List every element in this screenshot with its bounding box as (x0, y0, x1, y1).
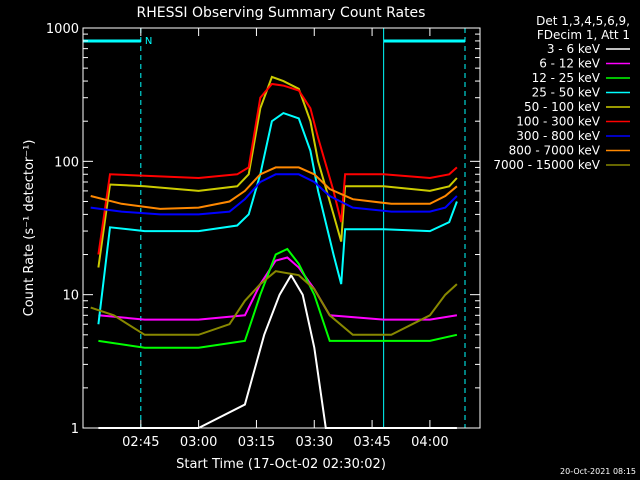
series-line-6 (90, 173, 458, 216)
legend-label-8: 7000 - 15000 keV (493, 158, 600, 172)
series-line-1 (98, 256, 458, 321)
y-tick-label-1: 10 (62, 289, 79, 304)
x-tick-label-0: 02:45 (122, 435, 159, 450)
axis-ticks: 02:45 03:00 03:15 03:30 03:45 04:00 1 10 100 1000 (46, 22, 480, 450)
y-axis-label: Count Rate (s⁻¹ detector⁻¹) (22, 140, 37, 317)
legend-header-1: Det 1,3,4,5,6,9, (536, 14, 630, 28)
x-axis-label: Start Time (17-Oct-02 02:30:02) (176, 457, 386, 472)
legend-header-2: FDecim 1, Att 1 (537, 28, 630, 42)
plot-frame (82, 27, 481, 429)
series-line-0 (98, 273, 457, 429)
series-line-2 (98, 247, 458, 349)
series-line-5 (97, 82, 458, 255)
legend-label-7: 800 - 7000 keV (509, 144, 601, 158)
x-tick-label-4: 03:45 (353, 435, 390, 450)
legend-label-0: 3 - 6 keV (547, 42, 601, 56)
legend-label-5: 100 - 300 keV (516, 115, 600, 129)
legend-label-1: 6 - 12 keV (539, 57, 601, 71)
series-line-3 (97, 111, 458, 325)
y-tick-label-3: 1000 (46, 22, 79, 37)
x-tick-label-1: 03:00 (180, 435, 217, 450)
x-tick-label-2: 03:15 (238, 435, 275, 450)
y-tick-label-2: 100 (54, 155, 79, 170)
x-tick-label-3: 03:30 (296, 435, 333, 450)
y-tick-label-0: 1 (71, 422, 79, 437)
timestamp: 20-Oct-2021 08:15 (560, 467, 636, 476)
series-layer (90, 75, 458, 429)
legend-label-6: 300 - 800 keV (516, 129, 600, 143)
legend-label-3: 25 - 50 keV (532, 86, 601, 100)
flag-label: N (145, 36, 152, 47)
series-line-4 (97, 75, 458, 268)
legend-label-4: 50 - 100 keV (524, 100, 601, 114)
x-tick-label-5: 04:00 (411, 435, 448, 450)
chart-title: RHESSI Observing Summary Count Rates (137, 5, 426, 21)
series-line-7 (90, 166, 458, 210)
legend-label-2: 12 - 25 keV (532, 71, 601, 85)
series-line-8 (90, 270, 458, 336)
